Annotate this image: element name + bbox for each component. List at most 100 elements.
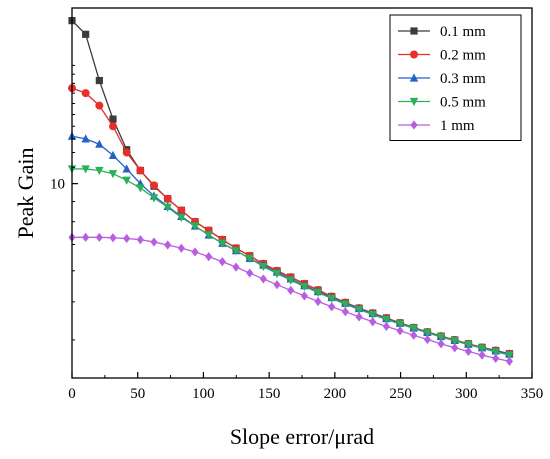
data-point [82, 30, 90, 38]
data-point [95, 101, 104, 110]
data-point [108, 150, 118, 160]
data-point [478, 350, 486, 360]
y-tick-label: 10 [50, 177, 65, 193]
data-point [95, 76, 103, 85]
data-point [395, 320, 405, 329]
data-point [368, 311, 377, 320]
legend-item: 0.1 mm [398, 24, 486, 40]
data-point [492, 353, 500, 363]
data-point [382, 315, 391, 325]
x-tick-label: 100 [192, 386, 215, 402]
data-point [123, 233, 131, 244]
legend-item: 0.2 mm [398, 48, 486, 64]
x-tick-label: 200 [324, 386, 347, 402]
data-point [136, 184, 145, 193]
data-point [451, 343, 459, 353]
x-tick-label: 0 [68, 386, 76, 402]
data-point [177, 243, 185, 253]
y-axis-ticks: 10 [50, 64, 78, 341]
data-point [245, 254, 254, 264]
data-point [423, 334, 431, 345]
data-point [108, 170, 118, 179]
data-point [136, 235, 144, 245]
x-tick-label: 150 [258, 386, 281, 402]
series-2 [67, 131, 514, 358]
data-point [122, 176, 131, 185]
legend-marker [409, 73, 419, 82]
data-point [464, 341, 473, 350]
series-4 [68, 232, 513, 366]
data-point [437, 339, 445, 349]
data-point [505, 351, 514, 360]
data-point [164, 240, 172, 250]
data-point [300, 291, 308, 301]
data-point [191, 247, 199, 257]
data-point [355, 312, 363, 322]
data-point [81, 134, 90, 143]
data-point [259, 274, 267, 284]
legend-marker [409, 97, 419, 107]
data-point [81, 165, 90, 174]
data-point [122, 164, 131, 173]
legend: 0.1 mm 0.2 mm 0.3 mm 0.5 mm 1 mm [389, 14, 522, 141]
data-point [259, 262, 268, 272]
legend-label: 0.1 mm [440, 24, 486, 40]
data-point [423, 329, 432, 338]
data-point [163, 194, 172, 203]
legend-label: 0.3 mm [440, 71, 486, 87]
x-axis-ticks: 0 50 100 150 200 250 300 350 [68, 372, 543, 402]
legend-label: 1 mm [440, 118, 475, 134]
data-point [218, 239, 227, 248]
data-point [246, 268, 254, 278]
data-point [300, 282, 309, 292]
legend-marker [410, 50, 418, 59]
data-point [450, 337, 459, 346]
data-point [177, 213, 186, 223]
data-point [314, 296, 322, 307]
data-point [382, 321, 390, 332]
data-point [95, 166, 104, 176]
data-point [231, 247, 241, 256]
data-point [163, 203, 172, 212]
data-point [272, 270, 282, 279]
data-point [286, 276, 295, 285]
data-point [354, 305, 364, 315]
legend-item: 0.5 mm [398, 95, 486, 111]
data-point [436, 333, 446, 342]
data-point [150, 237, 158, 247]
data-point [81, 89, 90, 98]
data-point [204, 231, 213, 240]
x-axis-title: Slope error/μrad [230, 424, 374, 449]
series-line [72, 168, 510, 356]
data-point [232, 262, 240, 272]
data-point [136, 166, 145, 175]
data-point [82, 232, 90, 242]
data-point [122, 148, 131, 157]
data-point [396, 326, 404, 336]
data-point [218, 257, 226, 267]
data-point [109, 233, 117, 243]
data-point [505, 356, 513, 366]
data-point [190, 222, 200, 231]
x-tick-label: 300 [455, 386, 478, 402]
legend-label: 0.5 mm [440, 95, 486, 111]
series-line [72, 236, 510, 362]
x-tick-label: 350 [521, 386, 544, 402]
data-point [313, 288, 323, 298]
data-point [109, 122, 118, 131]
chart-marks [67, 17, 514, 366]
data-point [95, 139, 104, 148]
legend-marker [410, 27, 418, 35]
series-3 [67, 165, 514, 360]
data-point [477, 344, 487, 353]
data-point [150, 181, 159, 190]
data-point [491, 348, 500, 357]
legend-item: 0.3 mm [398, 71, 486, 87]
data-point [109, 115, 117, 123]
legend-label: 0.2 mm [440, 48, 486, 64]
y-axis-title: Peak Gain [13, 147, 38, 238]
data-point [327, 294, 336, 304]
legend-marker [410, 120, 418, 130]
data-point [328, 302, 336, 312]
